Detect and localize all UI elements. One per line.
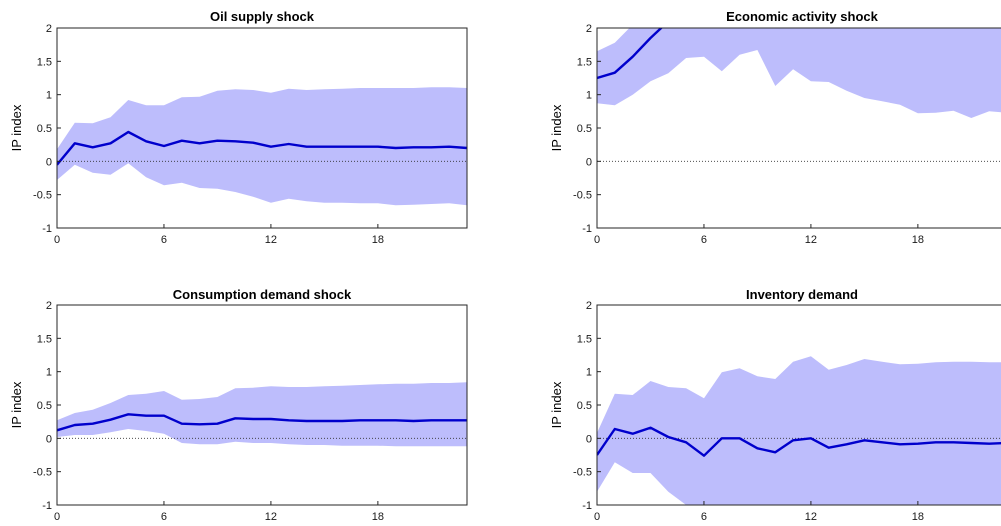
plot-marks xyxy=(57,87,467,206)
plot-marks xyxy=(597,28,1001,162)
y-tick-label: -0.5 xyxy=(33,467,52,479)
confidence-band xyxy=(597,28,1001,118)
response-line xyxy=(597,426,1001,457)
y-tick-label: -0.5 xyxy=(33,190,52,202)
y-tick-labels: -1 -0.5 0 0.5 1 1.5 2 xyxy=(33,23,61,235)
x-tick-label: 18 xyxy=(912,234,924,246)
y-tick-label: -1 xyxy=(582,223,592,235)
y-tick-label: 1.5 xyxy=(37,56,52,68)
y-tick-label: 1 xyxy=(46,367,52,379)
panel-title: Inventory demand xyxy=(746,287,858,302)
y-tick-label: -1 xyxy=(42,500,52,512)
x-tick-labels: 0 6 12 18 xyxy=(594,224,924,246)
y-tick-label: 0.5 xyxy=(577,400,592,412)
confidence-band xyxy=(57,87,467,206)
confidence-band xyxy=(57,382,467,447)
y-tick-label: -0.5 xyxy=(573,467,592,479)
x-tick-label: 0 xyxy=(594,511,600,523)
y-tick-label: 0.5 xyxy=(37,123,52,135)
y-tick-label: 0.5 xyxy=(577,123,592,135)
x-tick-label: 12 xyxy=(265,234,277,246)
x-tick-label: 6 xyxy=(161,511,167,523)
x-tick-label: 12 xyxy=(265,511,277,523)
y-tick-label: 1 xyxy=(46,90,52,102)
response-line xyxy=(57,413,467,432)
y-tick-label: 2 xyxy=(46,23,52,35)
x-tick-label: 18 xyxy=(372,234,384,246)
y-tick-label: 0 xyxy=(586,433,592,445)
y-tick-label: 1 xyxy=(586,367,592,379)
x-tick-label: 18 xyxy=(372,511,384,523)
y-tick-label: -1 xyxy=(582,500,592,512)
y-tick-labels: -1 -0.5 0 0.5 1 1.5 2 xyxy=(573,23,601,235)
x-tick-labels: 0 6 12 18 xyxy=(594,501,924,523)
x-tick-label: 0 xyxy=(54,234,60,246)
y-tick-label: 2 xyxy=(586,23,592,35)
y-axis-label: IP index xyxy=(549,104,564,151)
y-tick-label: 0 xyxy=(46,433,52,445)
plot-marks xyxy=(57,382,467,447)
y-tick-label: 0 xyxy=(586,156,592,168)
x-tick-labels: 0 6 12 18 xyxy=(54,501,384,523)
y-tick-label: 1.5 xyxy=(37,333,52,345)
y-tick-label: 0.5 xyxy=(37,400,52,412)
y-axis-label: IP index xyxy=(9,104,24,151)
y-tick-label: 2 xyxy=(586,300,592,312)
x-tick-label: 6 xyxy=(701,234,707,246)
response-line xyxy=(57,130,467,166)
y-tick-label: -0.5 xyxy=(573,190,592,202)
y-tick-label: -1 xyxy=(42,223,52,235)
panel-economic-activity-shock: -1 -0.5 0 0.5 1 1.5 2 0 6 12 18 Economic activity… xyxy=(549,9,1001,246)
y-tick-labels: -1 -0.5 0 0.5 1 1.5 2 xyxy=(33,300,61,512)
x-tick-labels: 0 6 12 18 xyxy=(54,224,384,246)
panel-oil-supply-shock: -1-0.500.511.52 0 6 12 18 Oil supply shock … xyxy=(9,9,468,246)
x-tick-label: 0 xyxy=(54,511,60,523)
y-tick-labels: -1 -0.5 0 0.5 1 1.5 2 xyxy=(573,300,601,512)
x-tick-label: 6 xyxy=(701,511,707,523)
y-tick-label: 1.5 xyxy=(577,56,592,68)
y-tick-label: 1.5 xyxy=(577,333,592,345)
y-tick-label: 0 xyxy=(46,156,52,168)
y-tick-label: 2 xyxy=(46,300,52,312)
confidence-band xyxy=(597,356,1001,505)
panel-consumption-demand-shock: -1 -0.5 0 0.5 1 1.5 2 0 6 12 18 Consumption deman… xyxy=(9,287,468,523)
x-tick-label: 0 xyxy=(594,234,600,246)
panel-title: Oil supply shock xyxy=(210,9,315,24)
x-tick-label: 18 xyxy=(912,511,924,523)
x-tick-label: 12 xyxy=(805,511,817,523)
x-tick-label: 12 xyxy=(805,234,817,246)
x-tick-label: 6 xyxy=(161,234,167,246)
panel-title: Economic activity shock xyxy=(726,9,878,24)
plot-marks xyxy=(597,356,1001,505)
y-axis-label: IP index xyxy=(9,381,24,428)
y-axis-label: IP index xyxy=(549,381,564,428)
y-tick-label: 1 xyxy=(586,90,592,102)
panel-title: Consumption demand shock xyxy=(173,287,352,302)
panel-inventory-demand: -1-0.500.511.52 0 6 12 18 Inventory demand … xyxy=(549,287,1001,523)
